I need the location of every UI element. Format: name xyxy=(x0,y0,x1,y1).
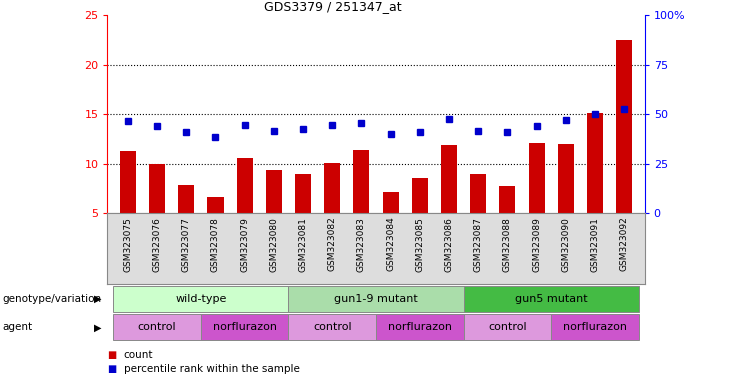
Text: GSM323084: GSM323084 xyxy=(386,217,395,271)
Text: GSM323086: GSM323086 xyxy=(445,217,453,271)
Bar xyxy=(236,158,253,213)
Text: GSM323081: GSM323081 xyxy=(299,217,308,271)
Text: percentile rank within the sample: percentile rank within the sample xyxy=(124,364,299,374)
Bar xyxy=(353,150,370,213)
Bar xyxy=(113,286,288,311)
Bar xyxy=(499,186,516,213)
Text: wild-type: wild-type xyxy=(175,293,227,304)
Text: ■: ■ xyxy=(107,350,116,360)
Text: control: control xyxy=(138,322,176,333)
Text: ▶: ▶ xyxy=(94,293,102,304)
Text: GSM323085: GSM323085 xyxy=(416,217,425,271)
Text: control: control xyxy=(313,322,351,333)
Bar xyxy=(179,185,194,213)
Text: GSM323092: GSM323092 xyxy=(619,217,628,271)
Bar xyxy=(207,197,224,213)
Text: GSM323087: GSM323087 xyxy=(473,217,482,271)
Text: norflurazon: norflurazon xyxy=(388,322,452,333)
Text: GSM323075: GSM323075 xyxy=(124,217,133,271)
Bar xyxy=(464,314,551,340)
Bar xyxy=(587,113,603,213)
Bar xyxy=(551,314,639,340)
Bar xyxy=(266,170,282,213)
Text: GSM323089: GSM323089 xyxy=(532,217,541,271)
Bar xyxy=(201,314,288,340)
Text: GSM323080: GSM323080 xyxy=(270,217,279,271)
Bar xyxy=(617,40,632,213)
Bar xyxy=(471,174,486,213)
Bar xyxy=(288,314,376,340)
Text: GSM323091: GSM323091 xyxy=(591,217,599,271)
Bar xyxy=(412,177,428,213)
Bar xyxy=(382,192,399,213)
Bar xyxy=(325,163,340,213)
Text: GSM323079: GSM323079 xyxy=(240,217,249,271)
Text: gun1-9 mutant: gun1-9 mutant xyxy=(334,293,418,304)
Text: genotype/variation: genotype/variation xyxy=(2,293,102,304)
Text: GSM323090: GSM323090 xyxy=(562,217,571,271)
Text: GSM323083: GSM323083 xyxy=(357,217,366,271)
Bar xyxy=(113,314,201,340)
Text: GSM323077: GSM323077 xyxy=(182,217,190,271)
Bar xyxy=(149,164,165,213)
Text: control: control xyxy=(488,322,527,333)
Text: norflurazon: norflurazon xyxy=(563,322,627,333)
Text: gun5 mutant: gun5 mutant xyxy=(515,293,588,304)
Text: ▶: ▶ xyxy=(94,322,102,333)
Text: agent: agent xyxy=(2,322,33,333)
Bar xyxy=(528,143,545,213)
Bar xyxy=(295,174,311,213)
Bar xyxy=(558,144,574,213)
Text: count: count xyxy=(124,350,153,360)
Text: GSM323082: GSM323082 xyxy=(328,217,336,271)
Bar xyxy=(441,145,457,213)
Text: GSM323076: GSM323076 xyxy=(153,217,162,271)
Bar xyxy=(120,151,136,213)
Text: norflurazon: norflurazon xyxy=(213,322,276,333)
Bar xyxy=(464,286,639,311)
Text: GSM323078: GSM323078 xyxy=(211,217,220,271)
Text: GSM323088: GSM323088 xyxy=(503,217,512,271)
Bar xyxy=(288,286,464,311)
Bar xyxy=(376,314,464,340)
Text: ■: ■ xyxy=(107,364,116,374)
Title: GDS3379 / 251347_at: GDS3379 / 251347_at xyxy=(265,0,402,13)
